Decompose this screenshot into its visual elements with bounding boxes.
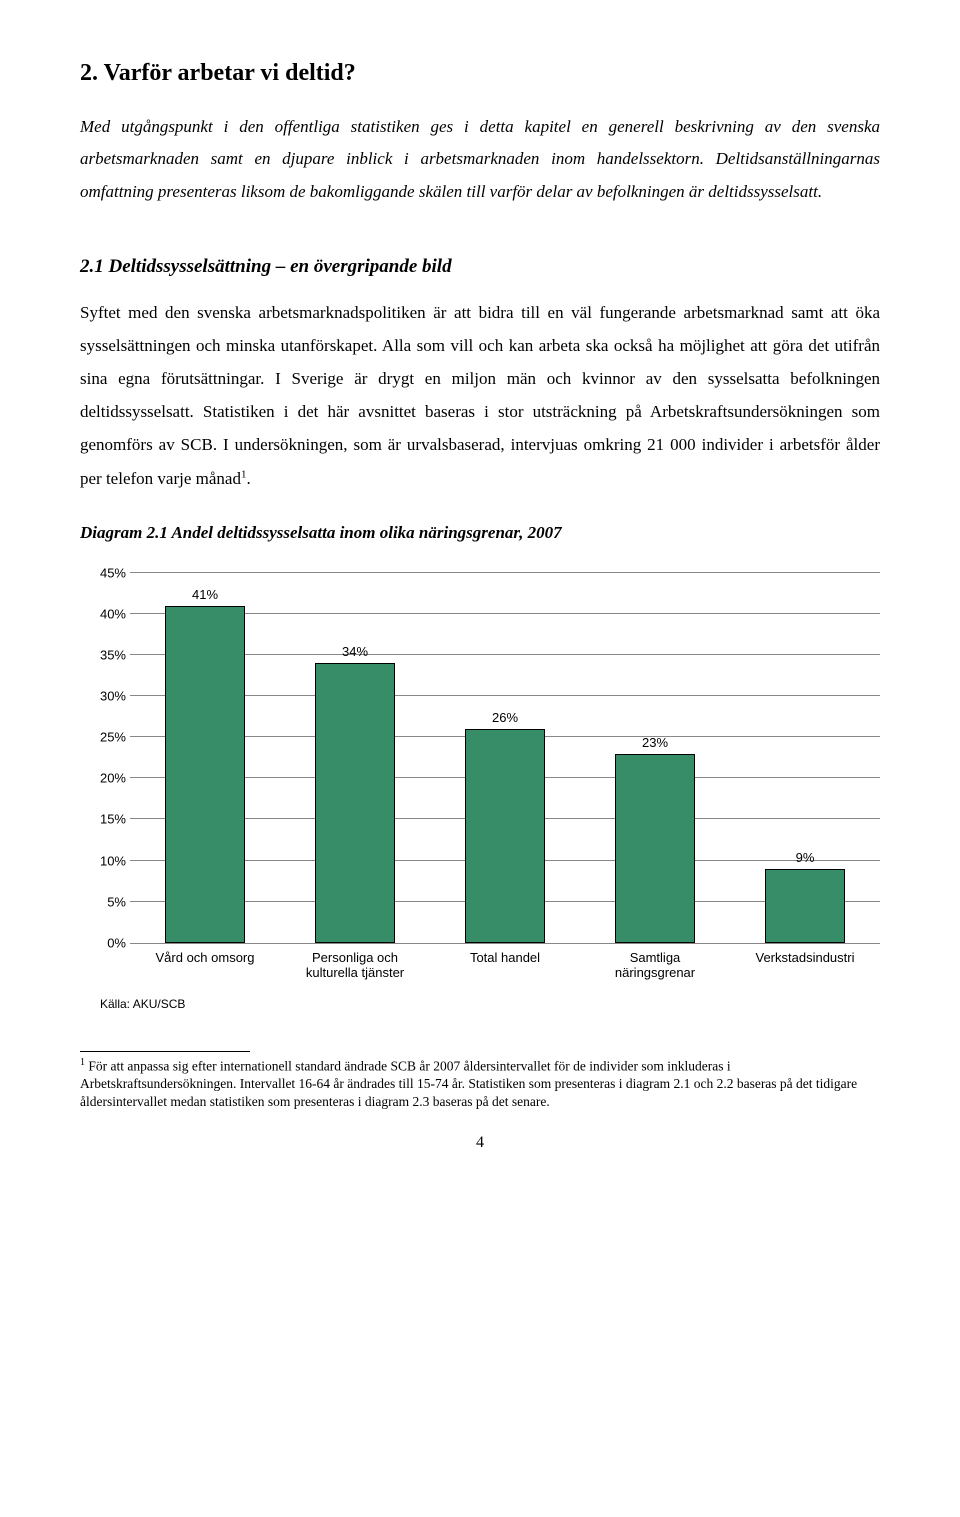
chart-x-label: Verkstadsindustri bbox=[741, 950, 869, 981]
chart-bar-rect bbox=[615, 754, 695, 943]
chart-bar-rect bbox=[315, 663, 395, 943]
chart-plot-area: 0%5%10%15%20%25%30%35%40%45%41%34%26%23%… bbox=[130, 573, 880, 944]
chart-y-tick: 45% bbox=[90, 565, 126, 580]
chart-y-tick: 5% bbox=[90, 894, 126, 909]
chart-bar: 34% bbox=[291, 644, 419, 943]
chart-y-tick: 0% bbox=[90, 935, 126, 950]
chart-bars-row: 41% 34% 26% 23% 9% bbox=[130, 573, 880, 943]
chart-bar-value: 9% bbox=[796, 850, 815, 865]
chart-x-labels: Vård och omsorg Personliga och kulturella… bbox=[130, 950, 880, 981]
chart-bar-value: 41% bbox=[192, 587, 218, 602]
chart-y-tick: 20% bbox=[90, 771, 126, 786]
section-heading: 2. Varför arbetar vi deltid? bbox=[80, 60, 880, 87]
chart-bar-value: 34% bbox=[342, 644, 368, 659]
chart-x-label: Vård och omsorg bbox=[141, 950, 269, 981]
chart-bar-value: 26% bbox=[492, 710, 518, 725]
chart-x-label: Samtliga näringsgrenar bbox=[591, 950, 719, 981]
bar-chart: 0%5%10%15%20%25%30%35%40%45%41%34%26%23%… bbox=[90, 573, 880, 1011]
page-number: 4 bbox=[80, 1134, 880, 1152]
chart-source: Källa: AKU/SCB bbox=[100, 997, 880, 1011]
footnote: 1 För att anpassa sig efter internatione… bbox=[80, 1056, 880, 1110]
chart-bar-value: 23% bbox=[642, 735, 668, 750]
body-paragraph: Syftet med den svenska arbetsmarknadspol… bbox=[80, 296, 880, 495]
chart-y-tick: 25% bbox=[90, 730, 126, 745]
chart-y-tick: 30% bbox=[90, 689, 126, 704]
footnote-separator bbox=[80, 1051, 250, 1052]
chart-bar: 9% bbox=[741, 850, 869, 943]
chart-bar-rect bbox=[765, 869, 845, 943]
chart-x-label: Total handel bbox=[441, 950, 569, 981]
chart-y-tick: 15% bbox=[90, 812, 126, 827]
chart-x-label: Personliga och kulturella tjänster bbox=[291, 950, 419, 981]
diagram-title: Diagram 2.1 Andel deltidssysselsatta ino… bbox=[80, 523, 880, 543]
footnote-text: För att anpassa sig efter internationell… bbox=[80, 1058, 857, 1108]
body-text-pre: Syftet med den svenska arbetsmarknadspol… bbox=[80, 303, 880, 488]
chart-bar: 26% bbox=[441, 710, 569, 943]
body-text-post: . bbox=[246, 469, 250, 488]
subsection-heading: 2.1 Deltidssysselsättning – en övergripa… bbox=[80, 256, 880, 278]
chart-y-tick: 40% bbox=[90, 606, 126, 621]
chart-bar-rect bbox=[465, 729, 545, 943]
chart-y-tick: 35% bbox=[90, 647, 126, 662]
chart-y-tick: 10% bbox=[90, 853, 126, 868]
chart-bar: 23% bbox=[591, 735, 719, 943]
chart-bar: 41% bbox=[141, 587, 269, 943]
chart-bar-rect bbox=[165, 606, 245, 943]
intro-paragraph: Med utgångspunkt i den offentliga statis… bbox=[80, 111, 880, 208]
